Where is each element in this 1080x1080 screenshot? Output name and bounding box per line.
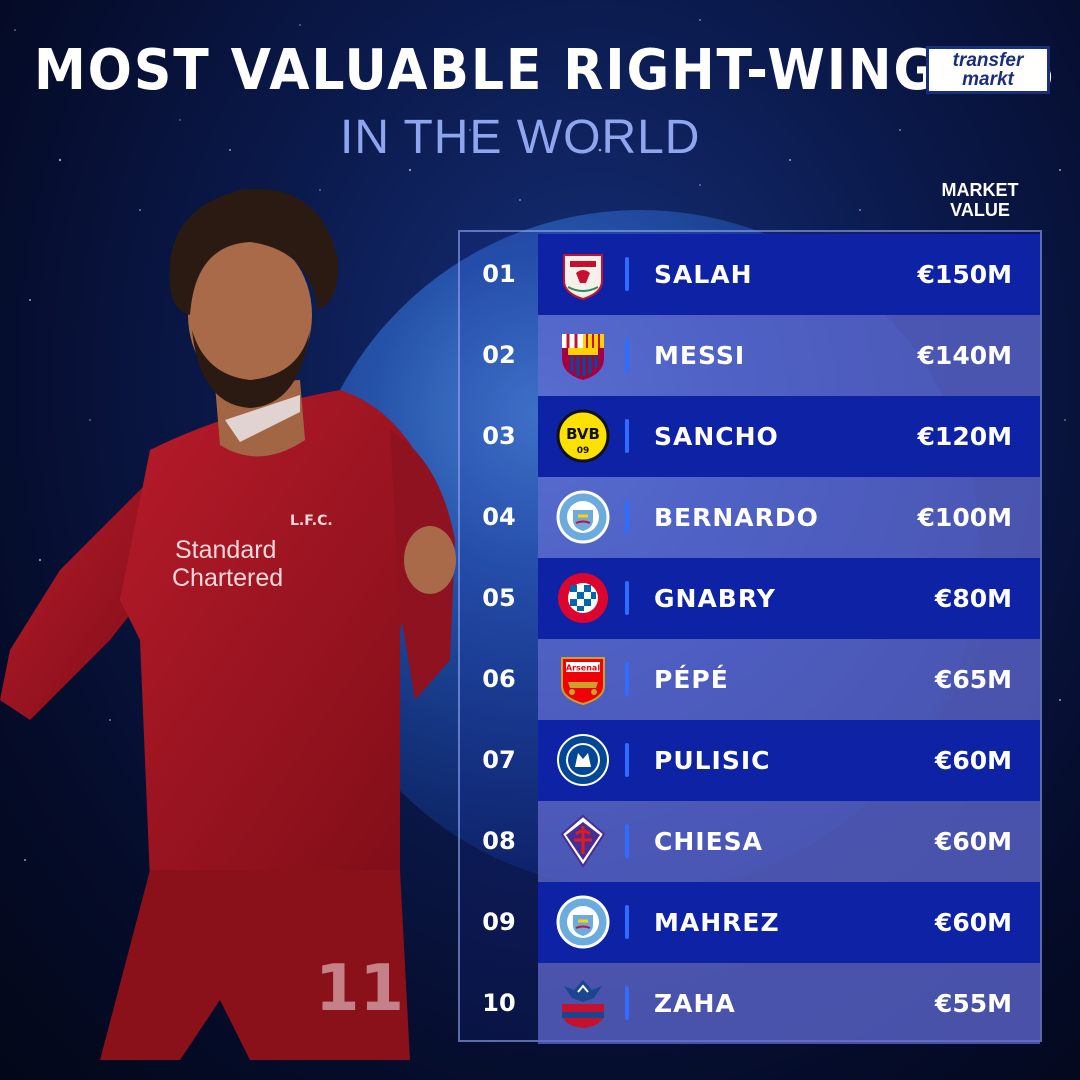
rank-number: 09 (482, 908, 516, 936)
market-value: €65M (934, 665, 1012, 694)
rank-number: 01 (482, 260, 516, 288)
table-row: 02 MESSI €140M (460, 315, 1040, 396)
chelsea-crest-icon (556, 733, 610, 787)
rank-number: 04 (482, 503, 516, 531)
market-value: €80M (934, 584, 1012, 613)
row-divider (625, 905, 629, 939)
transfermarkt-logo: transfer markt (926, 46, 1050, 94)
row-divider (625, 986, 629, 1020)
player-name: MESSI (654, 341, 746, 370)
rank-number: 10 (482, 989, 516, 1017)
player-name: MAHREZ (654, 908, 780, 937)
table-row: 04 BERNARDO €100M (460, 477, 1040, 558)
player-photo: Standard Chartered L.F.C. 11 (0, 188, 456, 1060)
row-band: MESSI €140M (538, 315, 1040, 396)
player-name: BERNARDO (654, 503, 819, 532)
player-name: CHIESA (654, 827, 764, 856)
row-band: CHIESA €60M (538, 801, 1040, 882)
table-row: 06 Arsenal PÉPÉ €65M (460, 639, 1040, 720)
player-name: GNABRY (654, 584, 776, 613)
row-band: GNABRY €80M (538, 558, 1040, 639)
rank-number: 03 (482, 422, 516, 450)
market-value: €60M (934, 908, 1012, 937)
logo-line-2: markt (962, 69, 1014, 90)
row-divider (625, 500, 629, 534)
row-divider (625, 743, 629, 777)
row-divider (625, 824, 629, 858)
shorts-number: 11 (315, 952, 404, 1026)
svg-text:Arsenal: Arsenal (566, 664, 600, 673)
logo-line-1: transfer (952, 50, 1024, 71)
svg-text:BVB: BVB (566, 425, 600, 443)
row-band: BERNARDO €100M (538, 477, 1040, 558)
rank-number: 05 (482, 584, 516, 612)
table-row: 03 BVB 09 SANCHO €120M (460, 396, 1040, 477)
arsenal-crest-icon: Arsenal (556, 652, 610, 706)
market-value: €140M (917, 341, 1012, 370)
market-value: €60M (934, 746, 1012, 775)
dortmund-crest-icon: BVB 09 (556, 409, 610, 463)
svg-text:09: 09 (577, 446, 590, 456)
table-row: 08 CHIESA €60M (460, 801, 1040, 882)
rank-number: 02 (482, 341, 516, 369)
player-name: SALAH (654, 260, 753, 289)
row-divider (625, 257, 629, 291)
table-row: 09 MAHREZ €60M (460, 882, 1040, 963)
row-divider (625, 581, 629, 615)
row-divider (625, 338, 629, 372)
table-row: 01 SALAH €150M (460, 234, 1040, 315)
table-row: 05 GNABRY €80M (460, 558, 1040, 639)
man-city-crest-icon (556, 895, 610, 949)
market-value: €60M (934, 827, 1012, 856)
player-name: PÉPÉ (654, 665, 729, 694)
row-band: PULISIC €60M (538, 720, 1040, 801)
page-subtitle: IN THE WORLD (340, 111, 701, 164)
row-band: ZAHA €55M (538, 963, 1040, 1044)
market-value: €100M (917, 503, 1012, 532)
man-city-crest-icon (556, 490, 610, 544)
row-band: MAHREZ €60M (538, 882, 1040, 963)
crystal-palace-crest-icon (556, 976, 610, 1030)
shirt-sponsor-line1: Standard (175, 536, 276, 564)
table-row: 10 ZAHA €55M (460, 963, 1040, 1044)
fiorentina-crest-icon (556, 814, 610, 868)
market-value: €150M (917, 260, 1012, 289)
rank-number: 07 (482, 746, 516, 774)
row-band: SALAH €150M (538, 234, 1040, 315)
market-value: €120M (917, 422, 1012, 451)
row-band: Arsenal PÉPÉ €65M (538, 639, 1040, 720)
page-title: MOST VALUABLE RIGHT-WINGERS (34, 38, 1057, 103)
rank-number: 06 (482, 665, 516, 693)
row-divider (625, 419, 629, 453)
rankings-table: 01 SALAH €150M 02 MESSI €140M 03 BVB 09 SANCHO €12… (458, 230, 1042, 1044)
table-row: 07 PULISIC €60M (460, 720, 1040, 801)
player-name: PULISIC (654, 746, 771, 775)
rank-number: 08 (482, 827, 516, 855)
shirt-sponsor-line2: Chartered (172, 564, 283, 592)
player-name: SANCHO (654, 422, 779, 451)
row-band: BVB 09 SANCHO €120M (538, 396, 1040, 477)
market-value: €55M (934, 989, 1012, 1018)
row-divider (625, 662, 629, 696)
liverpool-crest-icon (556, 247, 610, 301)
shirt-badge-text: L.F.C. (290, 513, 333, 529)
market-value-header: MARKET VALUE (941, 180, 1019, 220)
bayern-crest-icon (556, 571, 610, 625)
player-name: ZAHA (654, 989, 736, 1018)
barcelona-crest-icon (556, 328, 610, 382)
